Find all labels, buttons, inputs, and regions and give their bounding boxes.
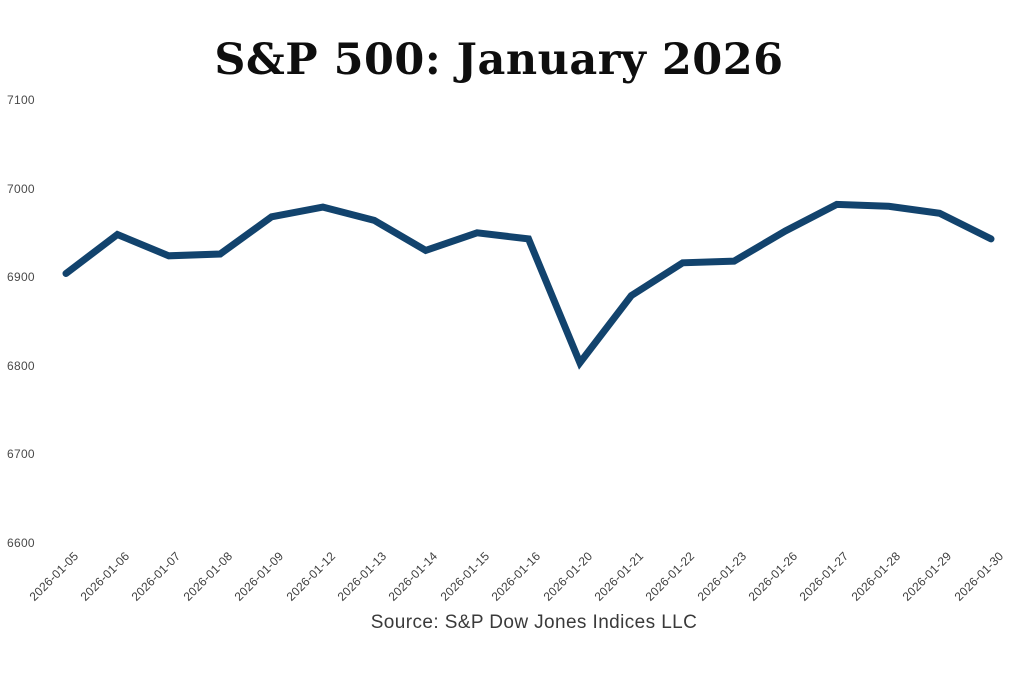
- chart-title: S&P 500: January 2026: [214, 35, 784, 85]
- y-tick-label: 6900: [7, 270, 35, 284]
- y-tick-label: 6800: [7, 358, 35, 373]
- y-tick-label: 6600: [7, 535, 35, 550]
- source-caption: Source: S&P Dow Jones Indices LLC: [370, 612, 698, 633]
- y-tick-label: 6700: [7, 447, 35, 461]
- y-tick-label: 7000: [7, 181, 35, 196]
- price-line-series: [62, 200, 995, 370]
- y-tick-label: 7100: [7, 93, 35, 107]
